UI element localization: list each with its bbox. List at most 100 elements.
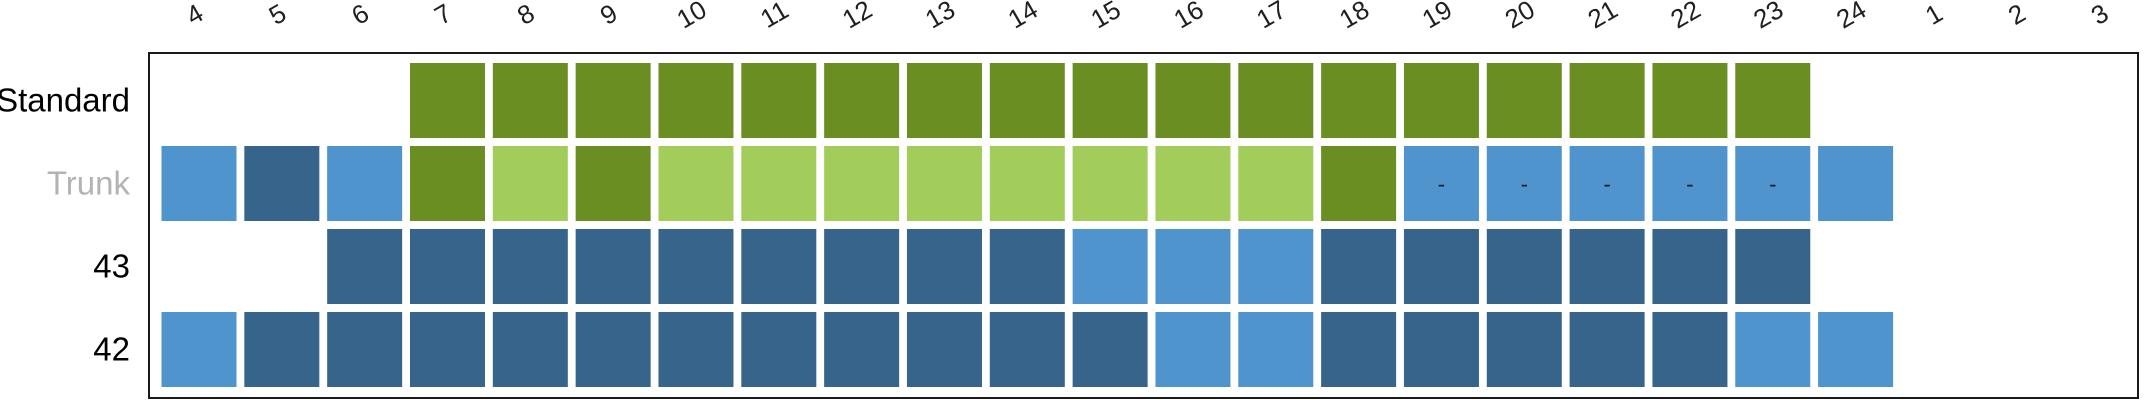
row-labels: Standard Trunk 43 42	[0, 82, 130, 368]
heatmap-cell	[1403, 229, 1479, 304]
heatmap-cell	[1403, 146, 1479, 221]
heatmap-cell	[658, 312, 734, 387]
column-tick-label: 5	[264, 0, 292, 31]
column-tick-labels: 4 5 6 7 8 9 10 11 12 13 14 15 16 17 18 19 20 21 22 23 24 1 2 3	[181, 0, 2114, 34]
heatmap-cell	[575, 63, 651, 138]
column-tick-label: 10	[671, 0, 711, 34]
cell-label: -	[1769, 172, 1776, 197]
heatmap-cell	[906, 229, 982, 304]
heatmap-cell	[989, 146, 1065, 221]
heatmap-cell	[824, 229, 900, 304]
heatmap-cell	[906, 146, 982, 221]
heatmap-cell	[1818, 312, 1894, 387]
heatmap-cell	[1569, 146, 1645, 221]
heatmap-cell	[741, 63, 817, 138]
column-tick-label: 20	[1500, 0, 1540, 34]
column-tick-label: 11	[755, 0, 793, 34]
heatmap-cell	[741, 146, 817, 221]
column-tick-label: 15	[1086, 0, 1126, 34]
heatmap-cell	[1321, 312, 1397, 387]
row-label: Trunk	[47, 165, 131, 202]
heatmap-cell	[741, 312, 817, 387]
heatmap-cell	[1321, 63, 1397, 138]
row-label: Standard	[0, 82, 130, 119]
column-tick-label: 24	[1831, 0, 1871, 34]
column-tick-label: 19	[1417, 0, 1457, 34]
cell-label: -	[1438, 172, 1445, 197]
heatmap-cell	[1569, 229, 1645, 304]
column-tick-label: 4	[181, 0, 209, 31]
heatmap-cell	[492, 229, 568, 304]
heatmap-cell	[1321, 229, 1397, 304]
column-tick-label: 8	[512, 0, 540, 31]
heatmap-cell	[1238, 229, 1314, 304]
column-tick-label: 18	[1334, 0, 1374, 34]
heatmap-cell	[409, 312, 485, 387]
heatmap-cell	[1155, 229, 1231, 304]
heatmap-cell	[824, 63, 900, 138]
heatmap-cell	[658, 229, 734, 304]
heatmap-cell	[327, 312, 403, 387]
cell-label: -	[1603, 172, 1610, 197]
heatmap-cell	[906, 312, 982, 387]
cell-label: -	[1521, 172, 1528, 197]
heatmap-cell	[1072, 312, 1148, 387]
heatmap-cell	[658, 63, 734, 138]
heatmap-cell	[492, 146, 568, 221]
heatmap-cell	[1569, 312, 1645, 387]
column-tick-label: 7	[429, 0, 457, 31]
heatmap-cell	[1238, 312, 1314, 387]
column-tick-label: 17	[1251, 0, 1291, 34]
row-label: 42	[93, 331, 130, 368]
heatmap-cell	[658, 146, 734, 221]
heatmap-cell	[1652, 146, 1728, 221]
heatmap-cell	[1486, 229, 1562, 304]
column-tick-label: 22	[1665, 0, 1705, 34]
heatmap-cell	[989, 229, 1065, 304]
heatmap-cell	[409, 146, 485, 221]
plot-frame	[148, 52, 2139, 399]
heatmap-cell	[1652, 229, 1728, 304]
column-tick-label: 21	[1583, 0, 1623, 34]
heatmap-cell	[409, 229, 485, 304]
heatmap-cell	[1321, 146, 1397, 221]
heatmap-cell	[1652, 312, 1728, 387]
heatmap-cell	[1155, 63, 1231, 138]
column-tick-label: 2	[2003, 0, 2031, 31]
heatmap-cell	[1486, 146, 1562, 221]
heatmap-cell	[327, 229, 403, 304]
heatmap-cell	[1072, 63, 1148, 138]
heatmap-cell	[906, 63, 982, 138]
heatmap-cell	[1155, 146, 1231, 221]
heatmap-cell	[1486, 312, 1562, 387]
heatmap-cell	[1735, 63, 1811, 138]
heatmap-cell	[1486, 63, 1562, 138]
heatmap-cell	[409, 63, 485, 138]
column-tick-label: 13	[920, 0, 960, 34]
heatmap-cell	[1238, 63, 1314, 138]
heatmap-cell	[989, 312, 1065, 387]
column-tick-label: 14	[1003, 0, 1043, 34]
column-tick-label: 23	[1748, 0, 1788, 34]
heatmap-cell	[1403, 63, 1479, 138]
heatmap-cell	[741, 229, 817, 304]
heatmap-cell	[161, 146, 237, 221]
heatmap-cell	[244, 312, 320, 387]
heatmap-cell	[327, 146, 403, 221]
heatmap-cell	[1072, 146, 1148, 221]
heatmap-cell	[492, 63, 568, 138]
heatmap-cell	[1238, 146, 1314, 221]
heatmap-cell	[989, 63, 1065, 138]
heatmap-cell	[575, 312, 651, 387]
heatmap-cell	[1818, 146, 1894, 221]
heatmap-cell	[1403, 312, 1479, 387]
heatmap-cells: -----	[161, 63, 1894, 387]
heatmap-cell	[824, 312, 900, 387]
heatmap-cell	[1735, 229, 1811, 304]
column-tick-label: 12	[837, 0, 877, 34]
row-label: 43	[93, 248, 130, 285]
heatmap-cell	[824, 146, 900, 221]
heatmap-cell	[244, 146, 320, 221]
heatmap-cell	[1569, 63, 1645, 138]
